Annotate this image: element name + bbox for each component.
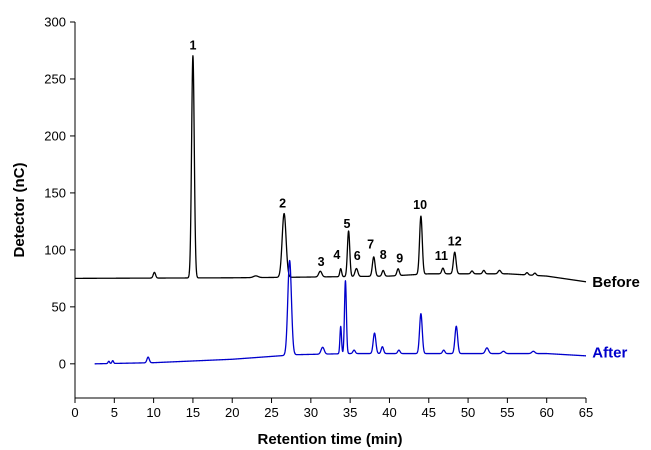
- peak-label: 9: [396, 251, 403, 265]
- peak-label: 11: [435, 249, 448, 263]
- y-tick-label: 150: [44, 185, 66, 200]
- y-tick-label: 0: [59, 356, 66, 371]
- x-tick-label: 50: [461, 405, 475, 420]
- series-label-after: After: [592, 344, 627, 361]
- x-tick-label: 30: [304, 405, 318, 420]
- x-tick-label: 40: [382, 405, 396, 420]
- series-layer: [74, 55, 587, 365]
- x-tick-label: 60: [539, 405, 553, 420]
- peak-label: 3: [318, 255, 325, 269]
- y-tick-label: 300: [44, 15, 66, 30]
- series-line-after: [94, 259, 587, 365]
- peak-label: 2: [279, 197, 286, 211]
- axes-layer: [74, 22, 586, 399]
- peak-label: 12: [448, 234, 462, 248]
- y-tick-label: 250: [44, 71, 66, 86]
- x-tick-label: 15: [186, 405, 200, 420]
- y-tick-label: 200: [44, 128, 66, 143]
- y-axis-title: Detector (nC): [11, 162, 28, 257]
- series-line-before: [74, 55, 587, 283]
- x-tick-label: 5: [111, 405, 118, 420]
- y-tick-label: 100: [44, 242, 66, 257]
- ticks-layer: 0 5 10 15 20 25 30 35 40 45 50 55 60 6505010015020025…: [44, 15, 593, 421]
- x-tick-label: 55: [500, 405, 514, 420]
- x-tick-label: 0: [71, 405, 78, 420]
- x-tick-label: 35: [343, 405, 357, 420]
- y-tick-label: 50: [52, 299, 66, 314]
- peak-label: 8: [380, 248, 387, 262]
- x-axis-title: Retention time (min): [258, 431, 403, 448]
- x-tick-label: 65: [579, 405, 593, 420]
- peak-label: 1: [189, 38, 196, 52]
- x-tick-label: 25: [264, 405, 278, 420]
- peak-label: 6: [354, 249, 361, 263]
- peak-label: 7: [367, 238, 374, 252]
- x-tick-label: 10: [146, 405, 160, 420]
- peak-label: 10: [413, 198, 427, 212]
- peak-label: 4: [333, 248, 340, 262]
- x-tick-label: 45: [422, 405, 436, 420]
- peak-label: 5: [344, 217, 351, 231]
- series-label-before: Before: [592, 274, 640, 291]
- x-tick-label: 20: [225, 405, 239, 420]
